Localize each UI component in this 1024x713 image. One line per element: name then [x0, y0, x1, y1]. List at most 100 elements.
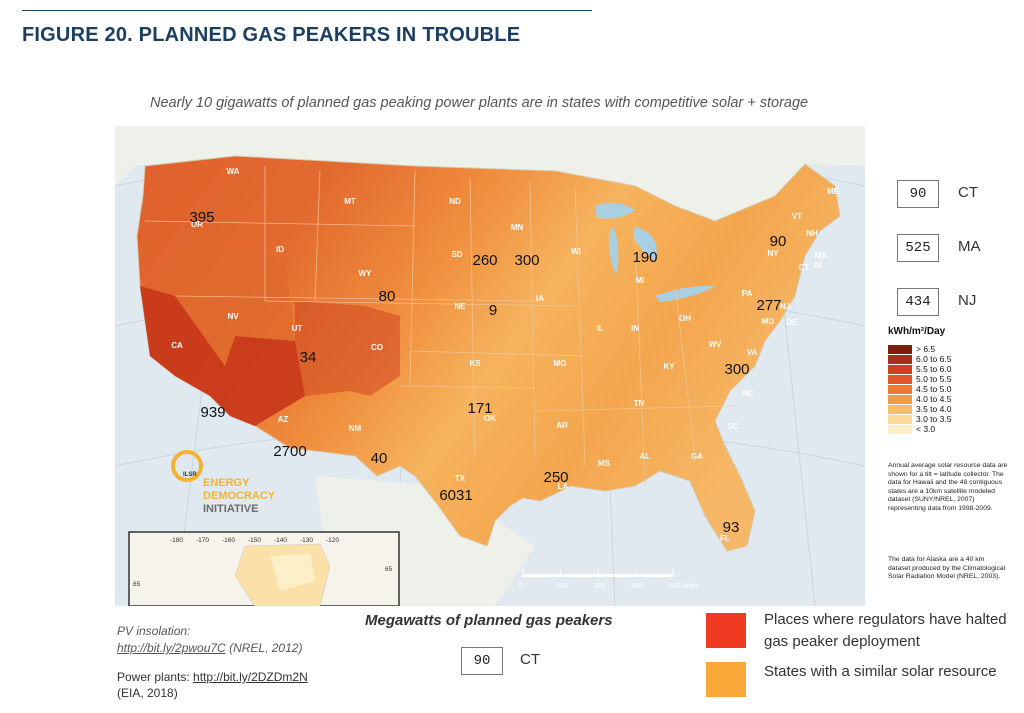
scale-tick: [522, 569, 524, 577]
lake-huron: [633, 226, 657, 261]
state-label-wi: WI: [571, 247, 581, 256]
side-box-value-nj: 434: [897, 288, 939, 316]
figure-subtitle: Nearly 10 gigawatts of planned gas peaki…: [150, 95, 809, 111]
legend-note-alaska: The data for Alaska are a 40 km dataset …: [888, 556, 1006, 581]
logo-brand: ILSR: [183, 472, 197, 478]
legend-item: 6.0 to 6.5: [888, 354, 1008, 364]
state-label-nm: NM: [349, 424, 362, 433]
side-box-state-ct: CT: [958, 184, 978, 201]
legend-note-contiguous: Annual average solar resource data are s…: [888, 462, 1008, 512]
legend-label: 5.0 to 5.5: [916, 374, 952, 384]
inset-longitude-label: -130: [300, 537, 313, 544]
planned-mw-ca: 939: [200, 404, 225, 421]
pv-source-line: http://bit.ly/2pwou7C (NREL, 2012): [117, 641, 302, 655]
state-label-id: ID: [276, 245, 284, 254]
pv-source-link[interactable]: http://bit.ly/2pwou7C: [117, 641, 226, 655]
state-label-nv: NV: [227, 312, 239, 321]
state-label-ia: IA: [536, 294, 544, 303]
state-label-nh: NH: [806, 229, 818, 238]
legend-item: > 6.5: [888, 344, 1008, 354]
energy-democracy-logo: ILSR ENERGY DEMOCRACY INITIATIVE: [171, 450, 276, 515]
state-label-ar: AR: [556, 421, 568, 430]
state-label-va: VA: [747, 348, 758, 357]
side-box-value-ma: 525: [897, 234, 939, 262]
state-label-ks: KS: [469, 359, 481, 368]
planned-mw-pa: 277: [756, 297, 781, 314]
legend-swatch: [888, 405, 912, 414]
inset-longitude-label: -140: [274, 537, 287, 544]
state-label-vt: VT: [792, 212, 802, 221]
state-label-fl: FL: [720, 534, 730, 543]
lake-michigan: [609, 226, 619, 274]
state-label-sc: SC: [727, 422, 738, 431]
inset-longitude-label: -180: [170, 537, 183, 544]
planned-mw-la: 250: [543, 469, 568, 486]
legend-item: 4.0 to 4.5: [888, 394, 1008, 404]
plants-source-link[interactable]: http://bit.ly/2DZDm2N: [193, 670, 308, 684]
halted-label: Places where regulators have halted gas …: [764, 611, 1007, 650]
inset-lat-left: 65: [133, 581, 141, 588]
state-label-ms: MS: [598, 459, 611, 468]
side-box-state-ma: MA: [958, 238, 981, 255]
scale-bar: 0 150 300 450 600 Miles: [519, 569, 699, 590]
state-label-md: MD: [762, 317, 775, 326]
scale-tick: [560, 569, 561, 577]
lake-superior: [595, 202, 635, 219]
logo-line3: INITIATIVE: [203, 503, 258, 515]
scale-tick-label: 450: [632, 583, 644, 590]
state-label-nj: NJ: [780, 302, 790, 311]
mw-key-example-state: CT: [520, 651, 540, 668]
planned-mw-labels: 395 80 34 939 2700 40 260 300 9 171 6031 250 190 90 27…: [189, 209, 786, 536]
planned-mw-wy: 80: [379, 288, 396, 305]
state-label-or: OR: [191, 220, 203, 229]
planned-mw-va: 300: [724, 361, 749, 378]
state-label-nd: ND: [449, 197, 461, 206]
state-label-ct: CT: [799, 263, 810, 272]
inset-longitude-label: -170: [196, 537, 209, 544]
legend-label: 4.0 to 4.5: [916, 394, 952, 404]
legend-label: > 6.5: [916, 344, 936, 354]
scale-tick-label: 600 Miles: [669, 583, 699, 590]
alaska-inset: -180 -170 -160 -150 -140 -130 -120 65 65: [128, 531, 400, 606]
legend-label: 3.0 to 3.5: [916, 414, 952, 424]
planned-mw-or: 395: [189, 209, 214, 226]
pv-source-label: PV insolation:: [117, 624, 191, 638]
state-label-co: CO: [371, 343, 383, 352]
scale-tick: [672, 569, 674, 577]
canada-land: [115, 126, 865, 221]
state-label-ma: MA: [815, 251, 828, 260]
legend-label: 6.0 to 6.5: [916, 354, 952, 364]
state-label-mt: MT: [344, 197, 356, 206]
state-label-mo: MO: [554, 359, 567, 368]
legend-swatch: [888, 385, 912, 394]
state-label-wa: WA: [227, 167, 240, 176]
state-label-la: LA: [558, 482, 569, 491]
state-label-ne: NE: [454, 302, 466, 311]
scale-tick-label: 0: [519, 583, 523, 590]
legend-item: < 3.0: [888, 424, 1008, 434]
inset-longitude-label: -160: [222, 537, 235, 544]
legend-label: 4.5 to 5.0: [916, 384, 952, 394]
planned-mw-mn: 300: [514, 252, 539, 269]
state-label-ca: CA: [171, 341, 183, 350]
state-label-ky: KY: [663, 362, 675, 371]
planned-mw-sd: 260: [472, 252, 497, 269]
planned-mw-ok: 171: [467, 400, 492, 417]
state-label-ny: NY: [767, 249, 779, 258]
similar-swatch: [706, 662, 746, 697]
planned-mw-az: 2700: [273, 443, 306, 460]
planned-mw-ny: 90: [770, 233, 787, 250]
state-label-az: AZ: [278, 415, 289, 424]
title-rule: [22, 10, 592, 11]
state-label-wv: WV: [709, 340, 723, 349]
state-label-ok: OK: [484, 414, 496, 423]
southwest-high-insolation: [140, 286, 305, 426]
state-boundaries: [144, 166, 736, 487]
pv-source-cite: (NREL, 2012): [229, 641, 303, 655]
mw-key-example-box: 90: [461, 647, 503, 675]
inset-longitude-label: -120: [326, 537, 339, 544]
mw-key-heading: Megawatts of planned gas peakers: [365, 612, 613, 629]
logo-line2: DEMOCRACY: [203, 490, 276, 502]
state-label-me: ME: [827, 187, 840, 196]
legend-swatch: [888, 425, 912, 434]
